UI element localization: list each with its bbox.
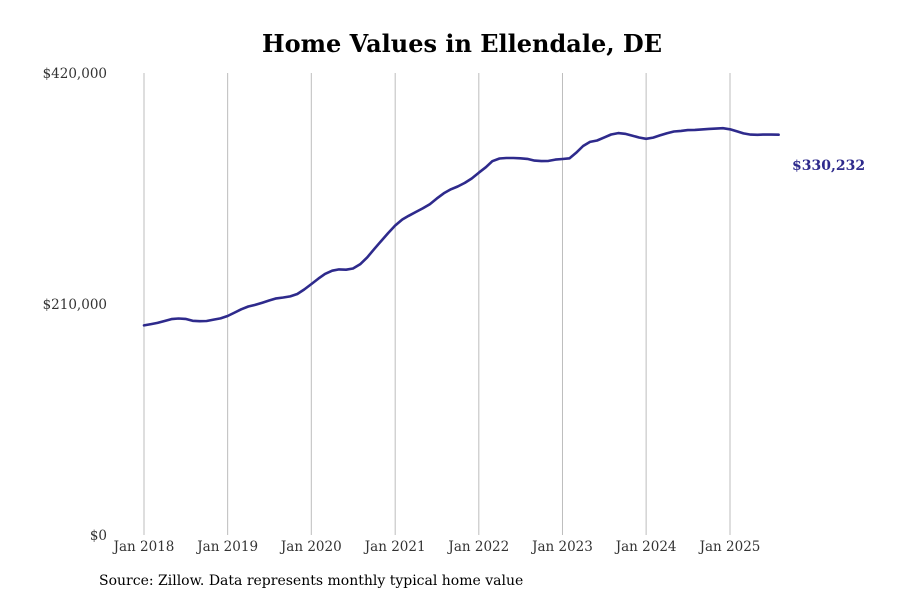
x-tick-label: Jan 2022 bbox=[446, 539, 509, 555]
y-axis-ticks: $0 $210,000 $420,000 bbox=[43, 66, 107, 544]
series-lines bbox=[142, 126, 780, 327]
x-tick-label: Jan 2019 bbox=[195, 539, 258, 555]
x-axis-ticks: Jan 2018 Jan 2019 Jan 2020 Jan 2021 Jan 2022… bbox=[112, 539, 761, 555]
series-line bbox=[142, 126, 780, 327]
x-tick-label: Jan 2023 bbox=[530, 539, 593, 555]
x-tick-label: Jan 2018 bbox=[112, 539, 175, 555]
y-tick-label: $0 bbox=[90, 528, 107, 544]
chart-title: Home Values in Ellendale, DE bbox=[262, 29, 662, 58]
end-value-label: $330,232 bbox=[792, 158, 865, 174]
x-tick-label: Jan 2020 bbox=[279, 539, 342, 555]
x-tick-label: Jan 2021 bbox=[363, 539, 426, 555]
source-note: Source: Zillow. Data represents monthly … bbox=[99, 573, 524, 589]
y-tick-label: $420,000 bbox=[43, 66, 107, 82]
y-tick-label: $210,000 bbox=[43, 297, 107, 313]
x-gridlines bbox=[143, 73, 731, 535]
x-tick-label: Jan 2025 bbox=[698, 539, 761, 555]
x-tick-label: Jan 2024 bbox=[614, 539, 677, 555]
